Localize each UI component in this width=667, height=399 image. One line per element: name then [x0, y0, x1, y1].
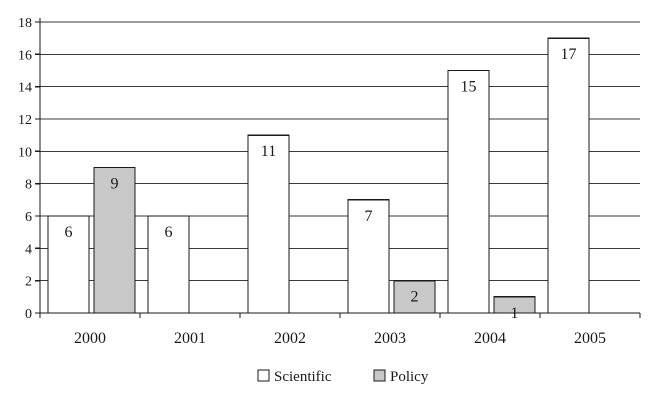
data-label-policy-2000: 9	[111, 176, 119, 193]
legend-swatch-scientific	[257, 369, 270, 382]
data-label-scientific-2004: 15	[461, 79, 477, 96]
bar-scientific-2002	[247, 134, 290, 314]
data-label-scientific-2003: 7	[365, 208, 373, 225]
y-tick-label: 8	[25, 178, 32, 193]
y-tick-label: 14	[18, 81, 32, 96]
data-label-scientific-2001: 6	[165, 224, 173, 241]
bars	[47, 37, 590, 314]
y-axis-ticks: 0 2 4 6 8 10 12 14 16 18	[18, 16, 40, 322]
y-tick-label: 12	[18, 113, 32, 128]
data-label-scientific-2005: 17	[561, 46, 577, 63]
bar-scientific-2001	[147, 215, 190, 314]
bar-scientific-2000	[47, 215, 90, 314]
bar-policy-2000	[93, 166, 136, 314]
y-tick-label: 6	[25, 210, 32, 225]
legend-label-policy: Policy	[390, 369, 429, 385]
legend-swatch-policy	[373, 369, 386, 382]
x-tick-label: 2003	[374, 330, 406, 347]
gridlines	[40, 21, 640, 282]
x-axis-ticks: 2000 2001 2002 2003 2004 2005	[39, 313, 641, 347]
legend: Scientific Policy	[257, 369, 429, 385]
y-tick-label: 2	[25, 275, 32, 290]
bar-scientific-2005	[547, 37, 590, 314]
legend-label-scientific: Scientific	[274, 369, 332, 385]
data-label-scientific-2000: 6	[65, 224, 73, 241]
bar-policy-2003	[393, 280, 436, 314]
data-label-policy-2003: 2	[411, 289, 419, 306]
bar-scientific-2004	[447, 69, 490, 314]
y-tick-label: 0	[25, 307, 32, 322]
bar-scientific-2003	[347, 199, 390, 314]
y-tick-label: 16	[18, 48, 32, 63]
x-tick-label: 2002	[274, 330, 306, 347]
data-label-scientific-2002: 11	[261, 143, 276, 160]
y-tick-label: 18	[18, 16, 32, 31]
x-tick-label: 2004	[474, 330, 506, 347]
x-tick-label: 2005	[574, 330, 606, 347]
y-tick-label: 4	[25, 242, 32, 257]
y-tick-label: 10	[18, 145, 32, 160]
x-tick-label: 2001	[174, 330, 206, 347]
x-tick-label: 2000	[74, 330, 106, 347]
